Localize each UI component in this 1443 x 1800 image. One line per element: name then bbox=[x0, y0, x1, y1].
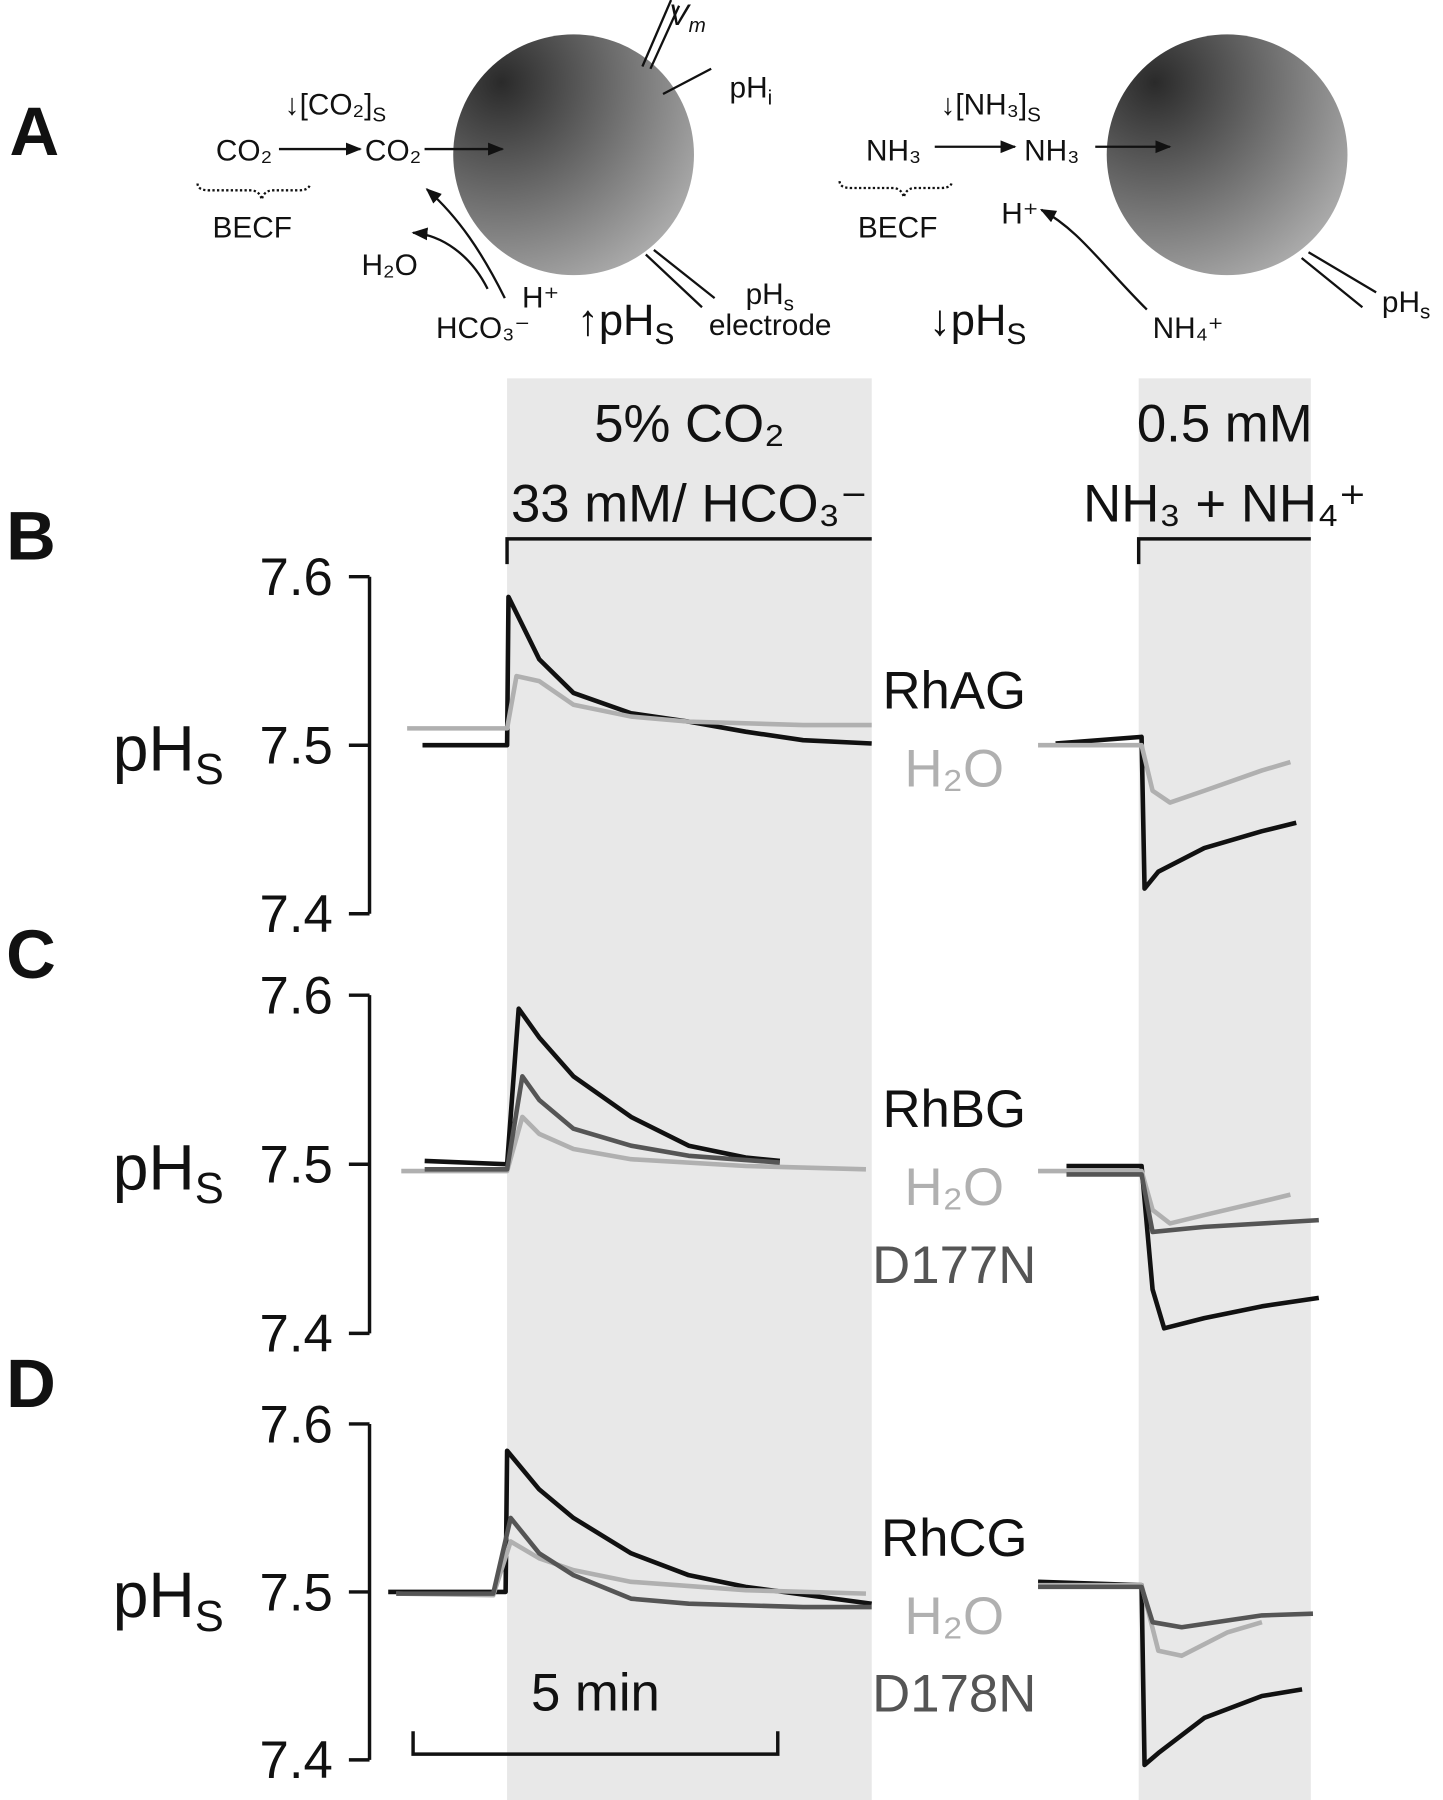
label: CO₂ bbox=[216, 135, 272, 168]
arrow bbox=[411, 227, 489, 290]
label: pHs bbox=[746, 278, 794, 316]
legend-label: H₂O bbox=[904, 1587, 1004, 1646]
oocyte bbox=[1106, 34, 1348, 276]
electrode bbox=[649, 5, 681, 70]
label: H⁺ bbox=[522, 281, 559, 314]
legend-label: H₂O bbox=[904, 1158, 1004, 1217]
y-tick-label: 7.4 bbox=[260, 885, 333, 944]
arrow bbox=[1039, 208, 1148, 311]
trace bbox=[424, 1006, 1320, 1331]
solution-label: 33 mM/ HCO₃⁻ bbox=[511, 475, 868, 534]
label: BECF bbox=[858, 211, 937, 244]
y-tick-label: 7.6 bbox=[260, 548, 333, 607]
label: HCO₃⁻ bbox=[436, 312, 530, 345]
label: electrode bbox=[709, 309, 832, 342]
label: NH₄⁺ bbox=[1153, 312, 1224, 345]
trace bbox=[422, 594, 1297, 891]
trace bbox=[424, 1074, 1319, 1235]
electrode bbox=[662, 67, 712, 96]
solution-label: NH₃ + NH₄⁺ bbox=[1083, 475, 1366, 534]
label: H⁺ bbox=[1001, 198, 1038, 231]
label: BECF bbox=[212, 211, 291, 244]
label: ↓[CO₂]S bbox=[285, 89, 386, 127]
legend-label: RhBG bbox=[882, 1080, 1026, 1139]
solution-label: 0.5 mM bbox=[1137, 394, 1313, 453]
y-tick-label: 7.5 bbox=[260, 1136, 333, 1195]
electrode bbox=[641, 0, 673, 67]
y-axis-label-text: pH bbox=[113, 1131, 195, 1203]
legend-label: H₂O bbox=[904, 739, 1004, 798]
diagram-text: A ↓[CO₂]S CO₂ CO₂ BECF H₂O HCO₃⁻ H⁺ ↑pHS… bbox=[10, 0, 1431, 351]
solution-label: 5% CO₂ bbox=[594, 394, 784, 453]
label: ↓[NH₃]S bbox=[940, 89, 1040, 127]
legend-label: RhCG bbox=[881, 1509, 1027, 1568]
panel-label: A bbox=[10, 93, 60, 170]
y-axis-label-text: pH bbox=[113, 712, 195, 784]
label: ↑pHS bbox=[577, 297, 674, 351]
y-tick-label: 7.5 bbox=[260, 717, 333, 776]
y-tick-label: 7.4 bbox=[260, 1731, 333, 1790]
label: NH₃ bbox=[866, 135, 921, 168]
y-tick-label: 7.5 bbox=[260, 1563, 333, 1622]
application-bar bbox=[505, 537, 872, 565]
label: H₂O bbox=[362, 249, 418, 282]
oocyte bbox=[453, 34, 694, 276]
bands bbox=[507, 378, 1311, 1800]
brace bbox=[196, 183, 312, 200]
y-tick-label: 7.4 bbox=[260, 1305, 333, 1364]
panel-label: B bbox=[6, 497, 56, 574]
label: pHs bbox=[1382, 286, 1430, 324]
trace bbox=[396, 1515, 1314, 1630]
y-axis-label-text: pH bbox=[113, 1559, 195, 1631]
legend-label: D177N bbox=[872, 1236, 1036, 1295]
y-axis-label-sub: S bbox=[195, 1165, 224, 1213]
panel-label: C bbox=[6, 916, 56, 993]
electrode bbox=[645, 249, 716, 309]
label: Vm bbox=[669, 0, 706, 37]
scale-bar-label: 5 min bbox=[531, 1664, 660, 1723]
label: ↓pHS bbox=[929, 297, 1026, 351]
brace bbox=[838, 181, 954, 198]
y-axis-label: pHS bbox=[113, 1559, 224, 1641]
y-tick-label: 7.6 bbox=[260, 1395, 333, 1454]
charts: 5% CO₂ 33 mM/ HCO₃⁻ 0.5 mM NH₃ + NH₄⁺ B 7.4 7.… bbox=[6, 394, 1366, 1790]
label: NH₃ bbox=[1024, 135, 1079, 168]
application-band bbox=[1138, 378, 1311, 1800]
scale-bar bbox=[411, 1731, 780, 1756]
y-axis-label-sub: S bbox=[195, 1593, 224, 1641]
legend-label: RhAG bbox=[882, 662, 1026, 721]
application-band bbox=[507, 378, 872, 1800]
trace bbox=[407, 673, 1292, 805]
diagram-shapes bbox=[196, 0, 1377, 311]
label: CO₂ bbox=[365, 135, 421, 168]
application-bar bbox=[1136, 537, 1311, 565]
y-axis-label: pHS bbox=[113, 712, 224, 794]
panel-label: D bbox=[6, 1345, 56, 1422]
electrode bbox=[1300, 251, 1377, 309]
label: pHi bbox=[730, 71, 773, 109]
legend-label: D178N bbox=[872, 1665, 1036, 1724]
y-axis-label-sub: S bbox=[195, 746, 224, 794]
arrow bbox=[425, 188, 506, 299]
y-tick-label: 7.6 bbox=[260, 967, 333, 1026]
y-axis-label: pHS bbox=[113, 1131, 224, 1213]
